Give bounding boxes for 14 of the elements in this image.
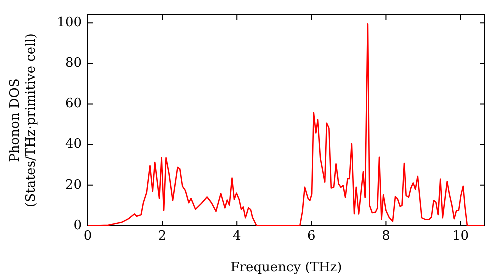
x-tick-label: 8 [382,229,390,244]
x-axis-title: Frequency (THz) [230,260,342,276]
y-tick-label: 80 [65,56,82,72]
y-axis-title: Phonon DOS (States/THz·primitive cell) [8,33,39,208]
y-tick-label: 100 [57,15,82,30]
x-tick-label: 4 [232,229,242,244]
x-tick-label: 0 [84,229,92,244]
x-tick-label: 10 [452,229,470,244]
x-tick-label: 2 [158,229,167,244]
x-tick-label: 6 [308,229,316,244]
y-tick-label: 40 [65,137,82,152]
y-tick-label: 60 [65,96,82,112]
y-tick-label: 0 [74,218,82,234]
y-tick-label: 20 [65,178,82,193]
